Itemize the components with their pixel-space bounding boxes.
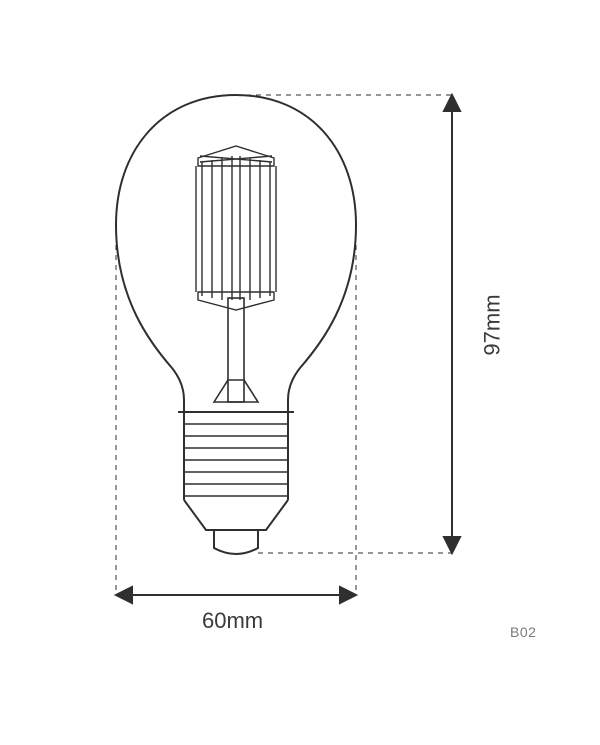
screw-thread-lines xyxy=(184,424,288,496)
filament-bottom-cap xyxy=(198,292,274,310)
width-dimension-arrow xyxy=(116,587,356,603)
dimension-guides xyxy=(116,95,452,595)
diagram-stage: 60mm 97mm B02 xyxy=(0,0,600,745)
width-dimension-label: 60mm xyxy=(202,608,263,634)
filament-top-cap xyxy=(198,146,274,166)
socket-bottom-taper xyxy=(184,500,288,530)
filament-fins xyxy=(196,156,276,300)
bulb-glass-outline xyxy=(116,95,356,412)
height-dimension-arrow xyxy=(444,95,460,553)
product-code-label: B02 xyxy=(510,624,536,640)
tip-contact xyxy=(214,530,258,554)
height-dimension-label: 97mm xyxy=(480,294,506,355)
filament-stem xyxy=(228,298,244,402)
filament-mount xyxy=(214,380,258,402)
